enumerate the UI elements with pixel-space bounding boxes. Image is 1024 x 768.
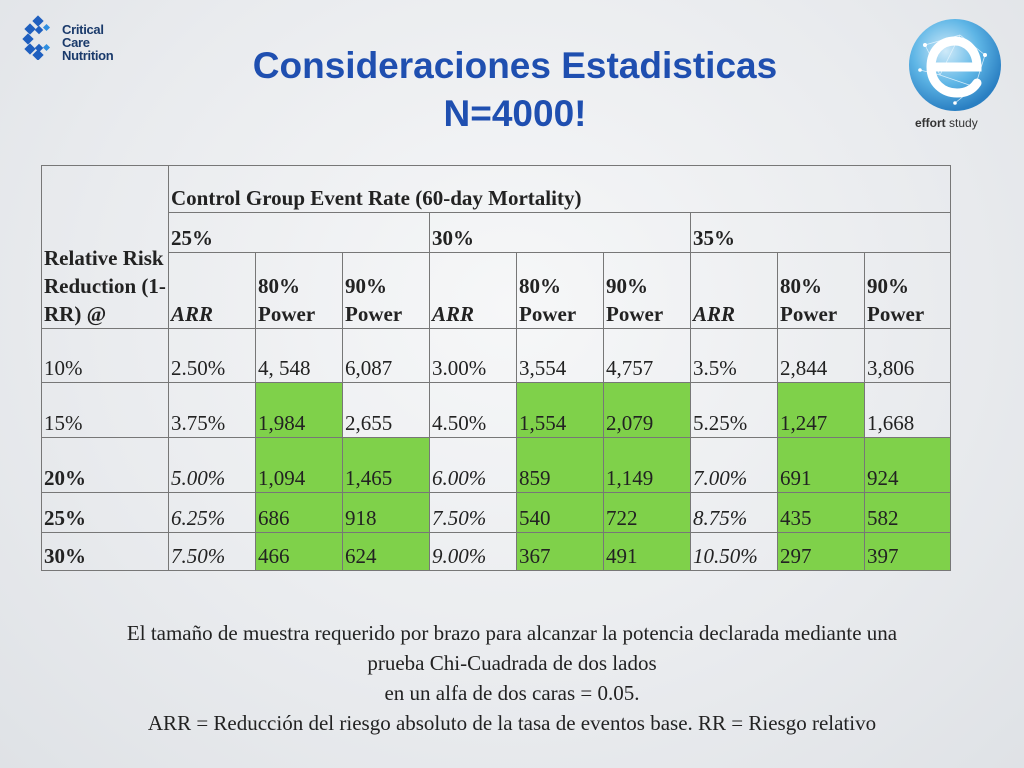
control-group-header: Control Group Event Rate (60-day Mortali… (168, 165, 951, 213)
data-cell-highlighted: 1,149 (603, 437, 691, 493)
data-cell-highlighted: 397 (864, 532, 951, 571)
ccn-logo-mark-icon (22, 15, 51, 60)
data-cell: 7.50% (429, 492, 517, 533)
data-cell: 5.00% (168, 437, 256, 493)
data-cell: 3,554 (516, 328, 604, 383)
power80-header: 80% Power (516, 252, 604, 329)
data-cell: 7.00% (690, 437, 778, 493)
data-cell-highlighted: 859 (516, 437, 604, 493)
data-cell: 6.25% (168, 492, 256, 533)
data-cell: 2.50% (168, 328, 256, 383)
data-cell-highlighted: 582 (864, 492, 951, 533)
data-cell-highlighted: 722 (603, 492, 691, 533)
slide-title-line2: N=4000! (443, 93, 587, 134)
ccn-logo-line1: Critical Care (62, 22, 104, 50)
data-cell-highlighted: 491 (603, 532, 691, 571)
table-row: 15% 3.75% 1,984 2,655 4.50% 1,554 2,079 … (41, 382, 951, 438)
data-cell: 6.00% (429, 437, 517, 493)
data-cell: 7.50% (168, 532, 256, 571)
rrr-cell: 25% (41, 492, 169, 533)
table-row: 30% 7.50% 466 624 9.00% 367 491 10.50% 2… (41, 532, 951, 571)
data-cell: 3,806 (864, 328, 951, 383)
power80-header: 80% Power (777, 252, 865, 329)
sample-size-table: Relative Risk Reduction (1-RR) @ Control… (41, 165, 951, 571)
data-cell-highlighted: 297 (777, 532, 865, 571)
data-cell-highlighted: 624 (342, 532, 430, 571)
data-cell: 1,668 (864, 382, 951, 438)
arr-header: ARR (168, 252, 256, 329)
critical-care-nutrition-logo: Critical Care Nutrition (22, 15, 132, 63)
effort-study-logo: effort study (905, 15, 1005, 133)
table-row: 25% 6.25% 686 918 7.50% 540 722 8.75% 43… (41, 492, 951, 533)
data-cell: 4, 548 (255, 328, 343, 383)
rrr-cell: 30% (41, 532, 169, 571)
arr-header: ARR (429, 252, 517, 329)
power90-header: 90% Power (864, 252, 951, 329)
effort-logo-rest: study (945, 116, 978, 130)
data-cell-highlighted: 466 (255, 532, 343, 571)
rate-25-header: 25% (168, 212, 430, 253)
data-cell: 6,087 (342, 328, 430, 383)
data-cell: 10.50% (690, 532, 778, 571)
rrr-header: Relative Risk Reduction (1-RR) @ (41, 165, 169, 329)
power90-header: 90% Power (342, 252, 430, 329)
power90-header: 90% Power (603, 252, 691, 329)
slide-title-line1: Consideraciones Estadisticas (252, 45, 778, 86)
rate-30-header: 30% (429, 212, 691, 253)
rrr-cell: 10% (41, 328, 169, 383)
data-cell: 3.00% (429, 328, 517, 383)
slide-title: Consideraciones Estadisticas N=4000! (120, 42, 910, 138)
data-cell: 3.75% (168, 382, 256, 438)
data-cell-highlighted: 691 (777, 437, 865, 493)
data-cell-highlighted: 2,079 (603, 382, 691, 438)
data-cell: 9.00% (429, 532, 517, 571)
table-row: 20% 5.00% 1,094 1,465 6.00% 859 1,149 7.… (41, 437, 951, 493)
data-cell: 4,757 (603, 328, 691, 383)
rate-35-header: 35% (690, 212, 951, 253)
data-cell-highlighted: 1,247 (777, 382, 865, 438)
data-cell: 4.50% (429, 382, 517, 438)
data-cell: 5.25% (690, 382, 778, 438)
data-cell-highlighted: 918 (342, 492, 430, 533)
effort-globe-icon (909, 19, 1001, 111)
data-cell-highlighted: 540 (516, 492, 604, 533)
footnote-line1: El tamaño de muestra requerido por brazo… (126, 621, 898, 645)
rrr-cell: 20% (41, 437, 169, 493)
data-cell-highlighted: 924 (864, 437, 951, 493)
data-cell-highlighted: 435 (777, 492, 865, 533)
data-cell-highlighted: 367 (516, 532, 604, 571)
table-row: 10% 2.50% 4, 548 6,087 3.00% 3,554 4,757… (41, 328, 951, 383)
data-cell-highlighted: 1,465 (342, 437, 430, 493)
footnote-line3: en un alfa de dos caras = 0.05. (384, 681, 640, 705)
footnote-line2: prueba Chi-Cuadrada de dos lados (367, 651, 657, 675)
data-cell-highlighted: 1,554 (516, 382, 604, 438)
footnote-line4: ARR = Reducción del riesgo absoluto de l… (147, 711, 877, 735)
data-cell: 3.5% (690, 328, 778, 383)
arr-header: ARR (690, 252, 778, 329)
footnote: El tamaño de muestra requerido por brazo… (30, 618, 994, 738)
data-cell-highlighted: 686 (255, 492, 343, 533)
effort-logo-bold: effort (915, 116, 946, 130)
ccn-logo-line2: Nutrition (62, 48, 114, 63)
data-cell: 8.75% (690, 492, 778, 533)
power80-header: 80% Power (255, 252, 343, 329)
data-cell-highlighted: 1,094 (255, 437, 343, 493)
data-cell: 2,844 (777, 328, 865, 383)
data-cell-highlighted: 1,984 (255, 382, 343, 438)
data-cell: 2,655 (342, 382, 430, 438)
rrr-cell: 15% (41, 382, 169, 438)
